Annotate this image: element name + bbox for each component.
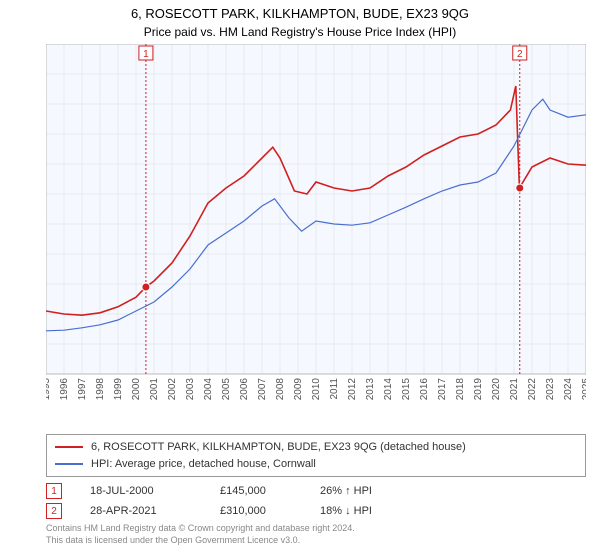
svg-text:2001: 2001 <box>149 378 160 401</box>
legend-row: 6, ROSECOTT PARK, KILKHAMPTON, BUDE, EX2… <box>55 439 577 456</box>
legend-and-footer: 6, ROSECOTT PARK, KILKHAMPTON, BUDE, EX2… <box>46 434 586 546</box>
legend-row: HPI: Average price, detached house, Corn… <box>55 456 577 473</box>
svg-text:2005: 2005 <box>221 378 232 401</box>
legend-box: 6, ROSECOTT PARK, KILKHAMPTON, BUDE, EX2… <box>46 434 586 477</box>
sale-date: 28-APR-2021 <box>90 505 220 517</box>
sale-marker-box: 1 <box>46 483 62 499</box>
svg-text:1997: 1997 <box>77 378 88 401</box>
legend-swatch <box>55 446 83 448</box>
sale-hpi-delta: 18% ↓ HPI <box>320 505 372 517</box>
footnote: Contains HM Land Registry data © Crown c… <box>46 523 586 546</box>
svg-text:1999: 1999 <box>113 378 124 401</box>
svg-text:2024: 2024 <box>563 378 574 401</box>
svg-text:1995: 1995 <box>46 378 52 401</box>
svg-text:2021: 2021 <box>509 378 520 401</box>
svg-text:2: 2 <box>517 49 523 60</box>
svg-text:2013: 2013 <box>365 378 376 401</box>
page-title: 6, ROSECOTT PARK, KILKHAMPTON, BUDE, EX2… <box>0 6 600 23</box>
footnote-line-1: Contains HM Land Registry data © Crown c… <box>46 523 586 535</box>
svg-text:2022: 2022 <box>527 378 538 401</box>
sale-price: £310,000 <box>220 505 320 517</box>
svg-text:2003: 2003 <box>185 378 196 401</box>
svg-text:2011: 2011 <box>329 378 340 400</box>
price-chart: £0£50K£100K£150K£200K£250K£300K£350K£400… <box>46 44 586 404</box>
svg-text:2000: 2000 <box>131 378 142 401</box>
svg-text:2019: 2019 <box>473 378 484 401</box>
sale-price: £145,000 <box>220 485 320 497</box>
sale-marker-box: 2 <box>46 503 62 519</box>
svg-text:2017: 2017 <box>437 378 448 401</box>
svg-text:2018: 2018 <box>455 378 466 401</box>
legend-label: HPI: Average price, detached house, Corn… <box>91 456 316 473</box>
svg-text:2010: 2010 <box>311 378 322 401</box>
footnote-line-2: This data is licensed under the Open Gov… <box>46 535 586 547</box>
svg-text:2007: 2007 <box>257 378 268 401</box>
svg-text:2025: 2025 <box>581 378 586 401</box>
svg-text:2012: 2012 <box>347 378 358 401</box>
svg-text:2016: 2016 <box>419 378 430 401</box>
legend-label: 6, ROSECOTT PARK, KILKHAMPTON, BUDE, EX2… <box>91 439 466 456</box>
svg-text:2004: 2004 <box>203 378 214 401</box>
svg-text:2009: 2009 <box>293 378 304 401</box>
svg-text:2014: 2014 <box>383 378 394 401</box>
sales-table: 1 18-JUL-2000£145,00026% ↑ HPI 2 28-APR-202… <box>46 483 586 519</box>
page-subtitle: Price paid vs. HM Land Registry's House … <box>0 25 600 41</box>
svg-text:1998: 1998 <box>95 378 106 401</box>
svg-text:2020: 2020 <box>491 378 502 401</box>
sale-date: 18-JUL-2000 <box>90 485 220 497</box>
svg-text:2015: 2015 <box>401 378 412 401</box>
sale-hpi-delta: 26% ↑ HPI <box>320 485 372 497</box>
legend-swatch <box>55 463 83 465</box>
svg-text:1996: 1996 <box>59 378 70 401</box>
svg-text:2023: 2023 <box>545 378 556 401</box>
sale-row: 2 28-APR-2021£310,00018% ↓ HPI <box>46 503 586 519</box>
svg-text:2006: 2006 <box>239 378 250 401</box>
sale-row: 1 18-JUL-2000£145,00026% ↑ HPI <box>46 483 586 499</box>
svg-text:2002: 2002 <box>167 378 178 401</box>
svg-text:1: 1 <box>143 49 149 60</box>
svg-text:2008: 2008 <box>275 378 286 401</box>
